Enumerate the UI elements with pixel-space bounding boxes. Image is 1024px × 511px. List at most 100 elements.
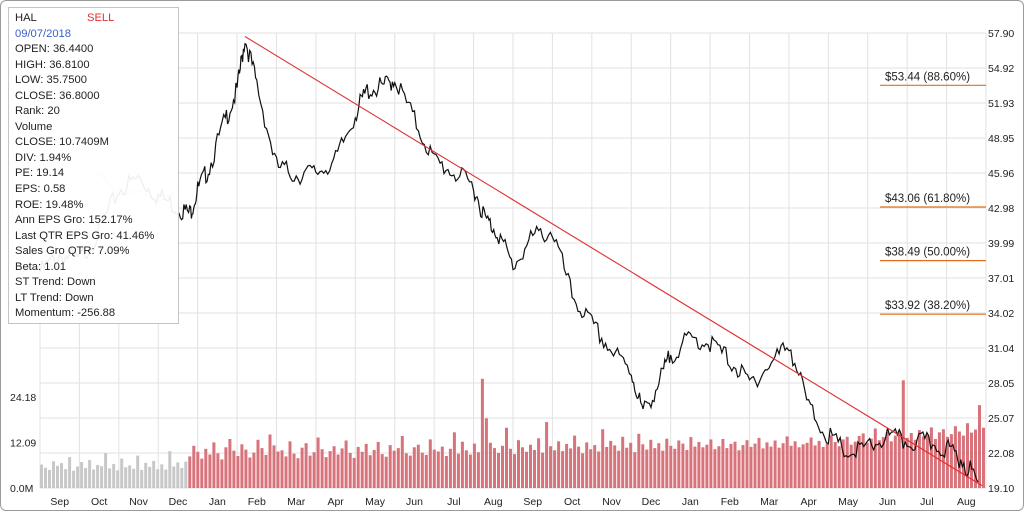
price-tick-label: 31.04	[988, 343, 1014, 355]
volume-bar	[513, 454, 516, 488]
volume-bar	[468, 454, 472, 488]
volume-bar	[208, 454, 212, 488]
volume-tick-label: 24.18	[10, 392, 36, 404]
volume-bar	[336, 454, 340, 488]
stat-row: LT Trend: Down	[15, 291, 94, 304]
volume-bar	[384, 456, 388, 488]
stat-label: CLOSE	[15, 89, 53, 102]
month-tick-label: Aug	[957, 496, 976, 508]
stat-value: 10.7409M	[59, 136, 109, 149]
volume-bar	[677, 440, 681, 488]
ticker-symbol: HAL	[15, 12, 37, 24]
volume-bar	[789, 445, 793, 488]
volume-bar	[260, 448, 264, 488]
price-tick-label: 42.98	[988, 203, 1014, 215]
volume-bar	[152, 460, 156, 488]
volume-bar	[368, 455, 372, 488]
volume-bar	[316, 437, 320, 488]
volume-bars	[40, 378, 985, 488]
volume-bar	[593, 445, 597, 488]
stat-value: 19.14	[36, 167, 65, 180]
volume-bar	[216, 453, 220, 488]
stat-row: Ann EPS Gro: 152.17%	[15, 214, 133, 227]
volume-bar	[805, 442, 809, 488]
volume-bar	[841, 439, 845, 488]
volume-bar	[232, 450, 236, 488]
volume-bar	[340, 448, 344, 488]
volume-bar	[933, 439, 937, 488]
volume-bar	[460, 441, 464, 488]
volume-bar	[665, 438, 669, 488]
volume-bar	[501, 445, 504, 488]
volume-bar	[176, 462, 180, 488]
volume-bar	[621, 436, 625, 488]
stat-label: Last QTR EPS Gro	[15, 229, 111, 242]
volume-bar	[280, 450, 284, 488]
volume-bar	[857, 436, 861, 488]
volume-bar	[597, 451, 601, 488]
stat-label: LT Trend	[15, 291, 59, 304]
volume-bar	[613, 445, 617, 488]
stat-row: EPS: 0.58	[15, 183, 66, 196]
volume-bar	[88, 460, 92, 488]
volume-bar	[925, 434, 929, 488]
volume-bar	[328, 451, 332, 488]
volume-bar	[120, 458, 124, 488]
stat-value: 1.01	[44, 260, 67, 273]
signal-label: SELL	[87, 12, 115, 24]
volume-bar	[228, 439, 232, 488]
volume-bar	[625, 447, 629, 488]
stat-row: DIV: 1.94%	[15, 151, 72, 164]
volume-bar	[44, 467, 47, 488]
stat-row: Sales Gro QTR: 7.09%	[15, 245, 130, 258]
volume-bar	[569, 448, 573, 488]
month-tick-label: Nov	[602, 496, 621, 508]
volume-bar	[444, 456, 448, 488]
volume-bar	[76, 466, 80, 488]
volume-bar	[865, 442, 869, 488]
volume-bar	[172, 466, 176, 488]
volume-bar	[348, 453, 352, 488]
fibonacci-levels: $53.44 (88.60%) $43.06 (61.80%) $38.49 (50…	[880, 71, 986, 315]
volume-bar	[92, 469, 96, 488]
stat-row: Beta: 1.01	[15, 260, 67, 273]
month-tick-label: Dec	[169, 496, 188, 508]
stat-row: ROE: 19.48%	[15, 198, 84, 211]
volume-bar	[452, 432, 456, 488]
price-tick-label: 37.01	[988, 273, 1014, 285]
volume-bar	[360, 451, 364, 488]
volume-bar	[966, 423, 969, 488]
volume-bar	[717, 446, 721, 488]
volume-bar	[673, 448, 677, 488]
volume-bar	[456, 453, 460, 488]
volume-bar	[913, 439, 917, 488]
volume-bar	[100, 466, 104, 488]
volume-bar	[404, 453, 408, 488]
volume-bar	[292, 453, 296, 488]
volume-bar	[605, 446, 609, 488]
stat-value: Down	[64, 291, 94, 304]
month-tick-label: Apr	[800, 496, 817, 508]
volume-bar	[132, 468, 136, 488]
volume-bar	[705, 444, 709, 488]
volume-bar	[396, 448, 400, 488]
volume-bar	[709, 439, 713, 488]
stat-label: EPS	[15, 183, 38, 196]
volume-bar	[300, 447, 304, 488]
price-tick-label: 34.02	[988, 308, 1014, 320]
volume-bar	[601, 429, 605, 488]
volume-bar	[116, 470, 120, 488]
volume-bar	[521, 447, 524, 488]
volume-bar	[248, 457, 252, 488]
volume-bar	[881, 437, 885, 488]
chart-grid	[39, 32, 987, 489]
volume-bar	[974, 429, 977, 488]
volume-bar	[561, 451, 565, 488]
volume-bar	[352, 457, 356, 488]
volume-bar	[681, 443, 685, 488]
volume-bar	[745, 440, 749, 488]
volume-bar	[156, 469, 160, 488]
volume-bar	[488, 442, 492, 488]
volume-bar	[813, 445, 817, 488]
